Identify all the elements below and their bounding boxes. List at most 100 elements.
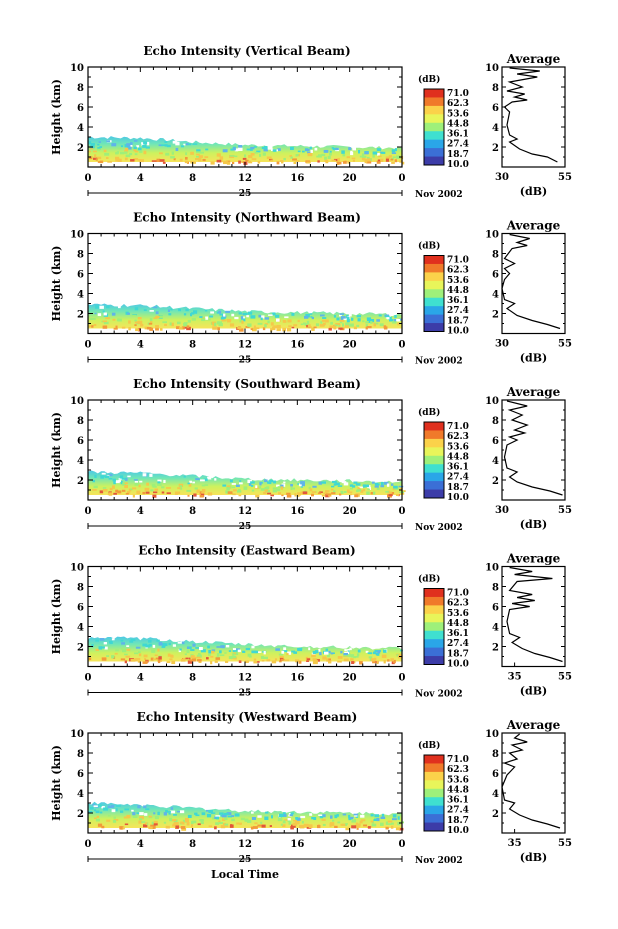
echo-pixel <box>292 158 297 161</box>
echo-pixel <box>368 652 373 655</box>
echo-pixel <box>164 323 167 327</box>
echo-pixel <box>94 474 97 479</box>
echo-pixel <box>103 807 108 811</box>
echo-pixel <box>331 824 334 826</box>
average-y-label: 4 <box>492 123 499 134</box>
echo-pixel <box>122 648 127 653</box>
echo-pixel <box>199 647 203 651</box>
echo-pixel <box>101 806 105 809</box>
echo-pixel <box>205 316 209 320</box>
x-tick-label: 12 <box>238 340 252 351</box>
echo-pixel <box>139 818 143 821</box>
echo-pixel <box>336 159 339 163</box>
echo-pixel <box>150 321 153 324</box>
echo-pixel <box>205 318 211 321</box>
echo-pixel <box>255 327 260 330</box>
echo-pixel <box>106 655 110 657</box>
echo-pixel <box>172 644 176 647</box>
echo-pixel <box>338 324 341 327</box>
echo-pixel <box>121 489 126 492</box>
echo-pixel <box>207 645 210 649</box>
echo-pixel <box>376 160 381 164</box>
echo-pixel <box>118 318 122 322</box>
echo-pixel <box>177 641 182 644</box>
echo-pixel <box>376 818 380 822</box>
echo-pixel <box>137 805 141 809</box>
echo-pixel <box>311 654 316 658</box>
echo-pixel <box>368 319 372 323</box>
x-tick-label: 4 <box>137 173 144 184</box>
echo-pixel <box>159 152 163 155</box>
echo-pixel <box>181 828 187 831</box>
echo-pixel <box>190 655 195 659</box>
echo-pixel <box>202 158 206 162</box>
echo-pixel <box>175 142 180 146</box>
echo-pixel <box>162 643 166 647</box>
echo-pixel <box>231 818 235 822</box>
echo-pixel <box>161 491 165 494</box>
average-x-label: 55 <box>558 838 572 849</box>
echo-pixel <box>179 648 182 651</box>
x-tick-label: 12 <box>238 839 252 850</box>
echo-pixel <box>297 150 301 153</box>
echo-pixel <box>182 819 188 823</box>
echo-pixel <box>189 659 195 662</box>
y-tick-label: 2 <box>77 310 84 321</box>
echo-pixel <box>263 491 267 495</box>
echo-pixel <box>332 819 335 822</box>
echo-pixel <box>325 319 329 323</box>
x-tick-label: 20 <box>343 839 357 850</box>
echo-pixel <box>184 817 189 821</box>
average-title: Average <box>506 718 561 732</box>
echo-pixel <box>360 814 365 818</box>
echo-pixel <box>134 652 139 655</box>
echo-pixel <box>368 656 373 659</box>
echo-pixel <box>238 160 241 164</box>
echo-pixel <box>290 486 293 490</box>
echo-pixel <box>302 491 308 495</box>
echo-pixel <box>99 161 103 164</box>
echo-pixel <box>231 486 236 489</box>
echo-pixel <box>366 326 372 329</box>
echo-pixel <box>284 316 289 319</box>
echo-pixel <box>143 654 148 658</box>
echo-pixel <box>351 661 355 665</box>
echo-pixel <box>189 480 193 483</box>
echo-pixel <box>98 141 101 143</box>
average-y-label: 2 <box>492 476 499 487</box>
x-tick-label: 16 <box>290 506 304 517</box>
echo-pixel <box>157 481 161 484</box>
echo-pixel <box>276 325 281 329</box>
echo-pixel <box>203 478 208 482</box>
echo-pixel <box>355 822 359 826</box>
colorbar-label: 44.8 <box>447 286 469 296</box>
echo-pixel <box>190 160 194 164</box>
echo-pixel <box>247 311 253 315</box>
echo-pixel <box>133 146 137 150</box>
echo-pixel <box>111 655 115 659</box>
echo-pixel <box>90 143 95 146</box>
average-y-label: 10 <box>485 729 499 740</box>
echo-pixel <box>362 484 366 488</box>
echo-pixel <box>314 147 318 151</box>
echo-pixel <box>380 485 385 488</box>
echo-pixel <box>335 147 339 151</box>
colorbar-swatch <box>424 89 444 98</box>
average-x-label: 55 <box>558 672 572 683</box>
echo-pixel <box>301 821 304 824</box>
echo-pixel <box>144 326 149 330</box>
x-tick-label: 16 <box>290 673 304 684</box>
echo-pixel <box>146 327 152 330</box>
echo-pixel <box>330 815 333 819</box>
echo-pixel <box>219 156 224 160</box>
echo-pixel <box>145 644 151 648</box>
echo-pixel <box>270 159 274 162</box>
echo-pixel <box>287 818 291 821</box>
echo-pixel <box>321 814 326 818</box>
echo-pixel <box>395 494 399 497</box>
echo-pixel <box>121 647 124 650</box>
echo-pixel <box>263 651 266 655</box>
echo-pixel <box>103 149 107 153</box>
echo-pixel <box>97 147 101 150</box>
